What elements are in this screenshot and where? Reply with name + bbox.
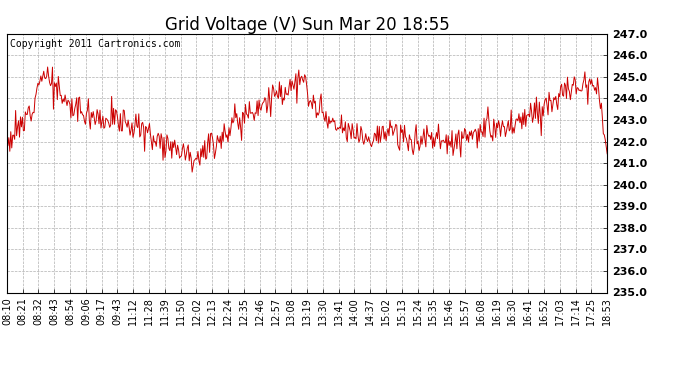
Title: Grid Voltage (V) Sun Mar 20 18:55: Grid Voltage (V) Sun Mar 20 18:55 (165, 16, 449, 34)
Text: Copyright 2011 Cartronics.com: Copyright 2011 Cartronics.com (10, 39, 180, 49)
